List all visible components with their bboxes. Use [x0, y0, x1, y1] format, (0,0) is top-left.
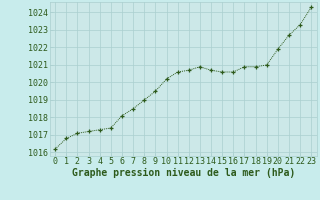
X-axis label: Graphe pression niveau de la mer (hPa): Graphe pression niveau de la mer (hPa) — [72, 168, 295, 178]
